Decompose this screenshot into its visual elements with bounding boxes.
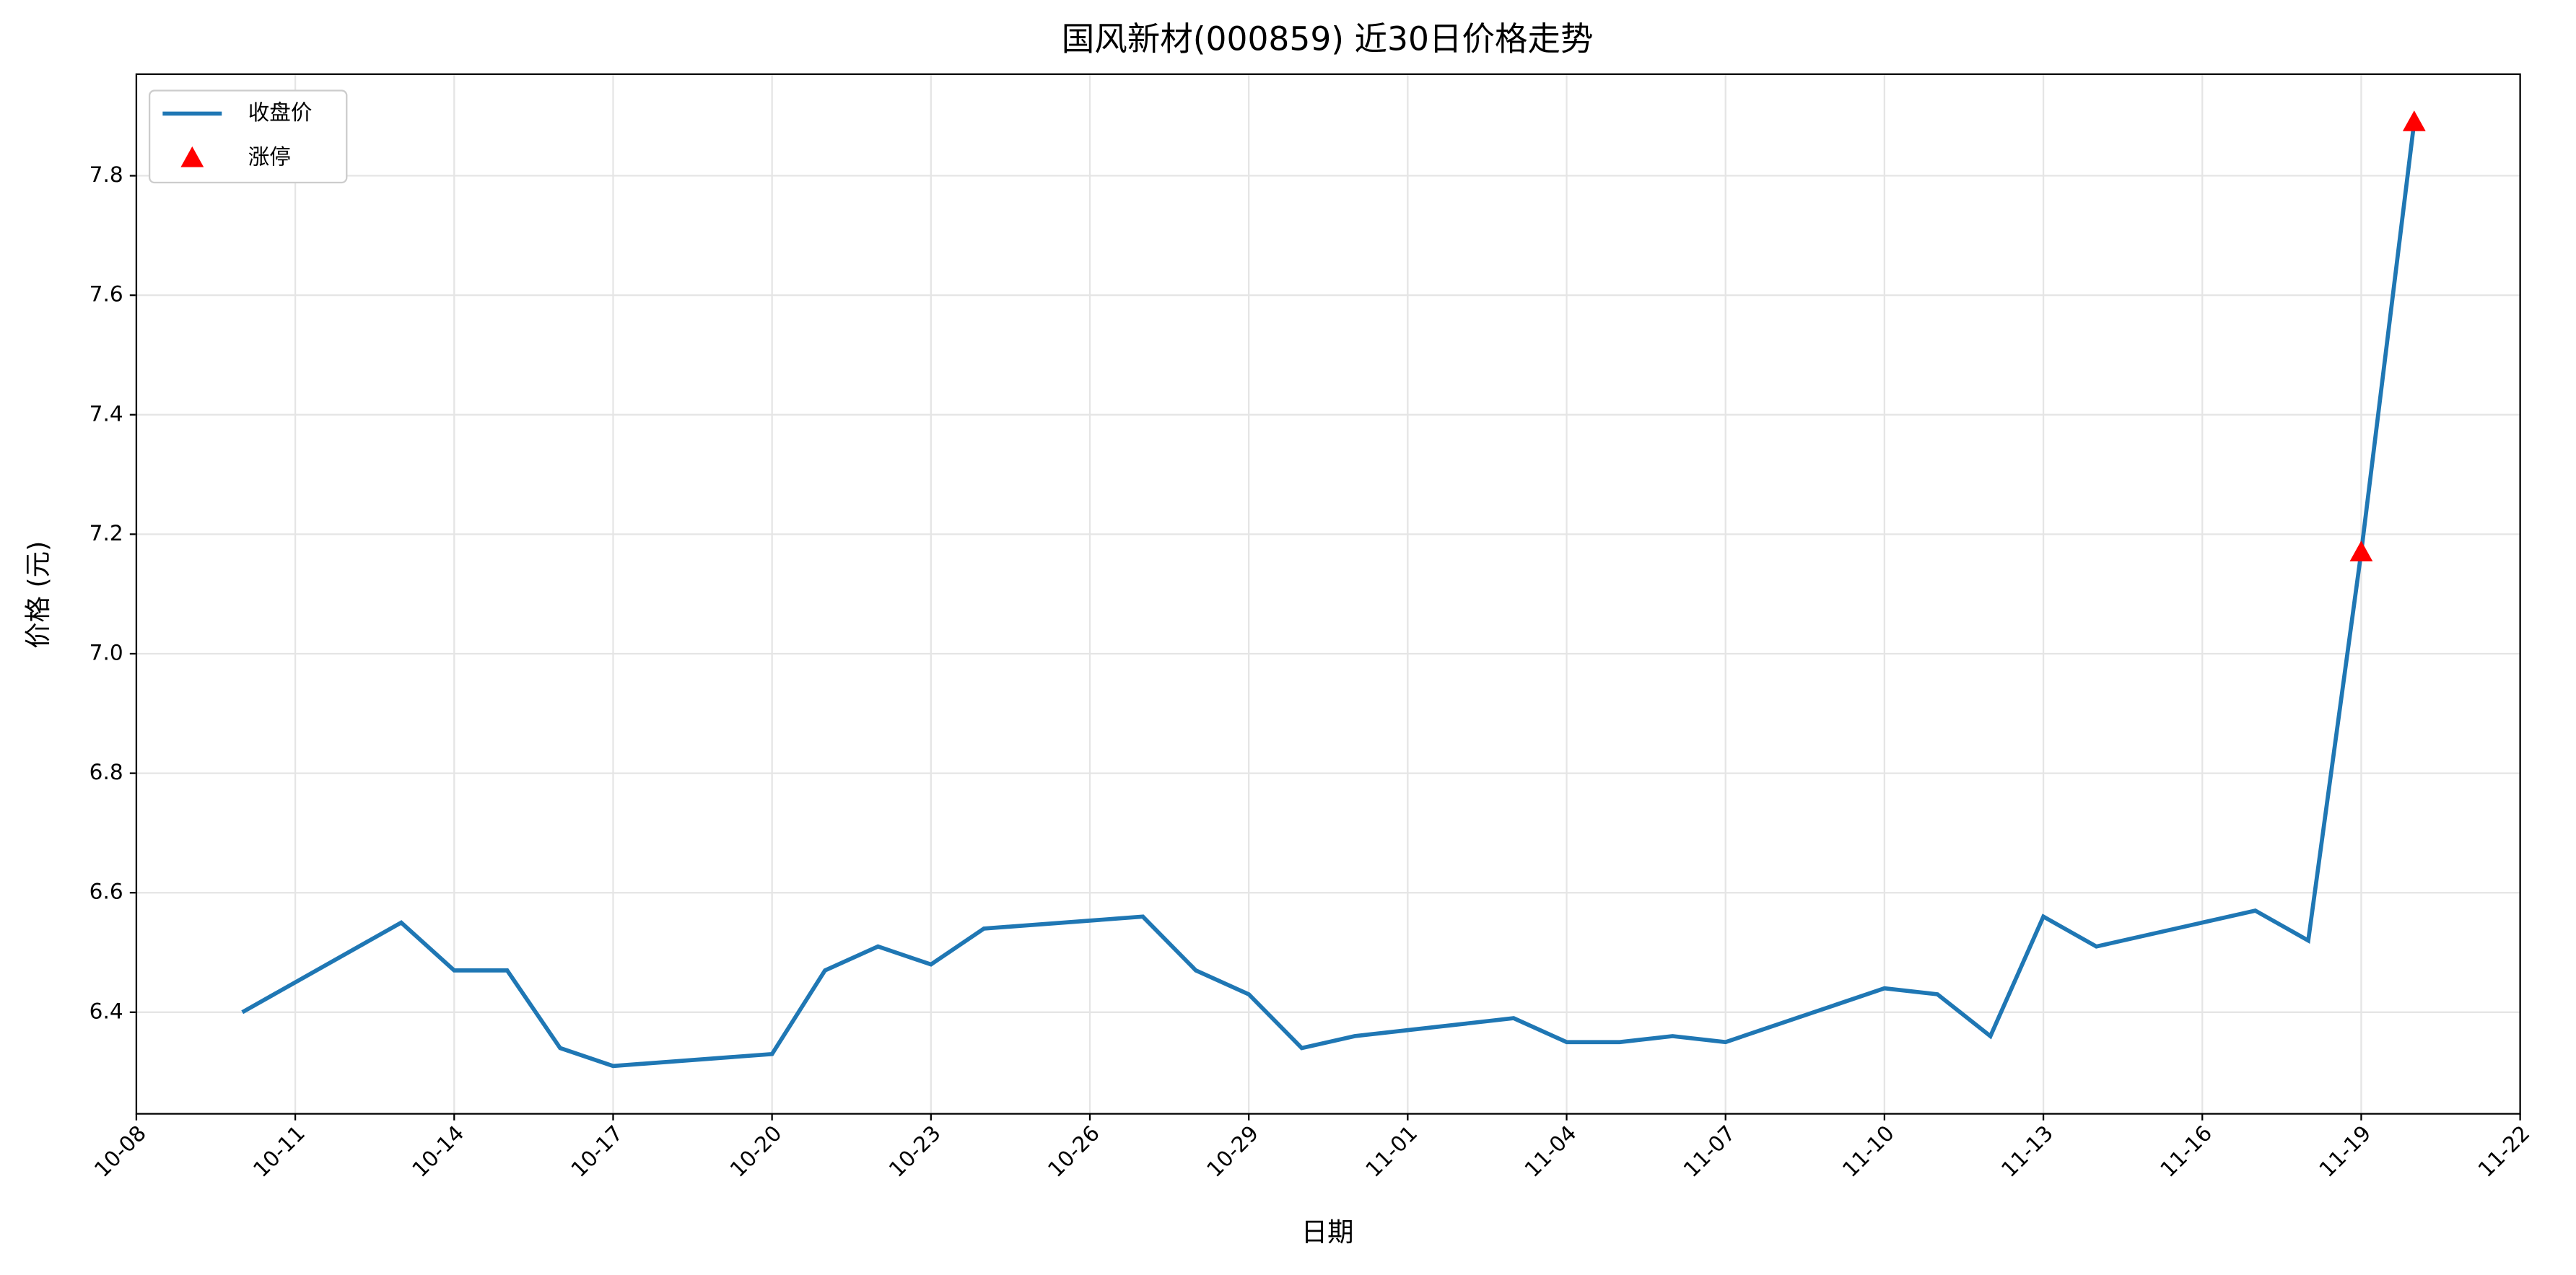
y-tick-label: 7.0 xyxy=(89,640,123,665)
legend-label: 收盘价 xyxy=(248,100,313,125)
x-axis-label: 日期 xyxy=(1301,1217,1354,1248)
plot-frame xyxy=(135,73,2521,1115)
y-tick-label: 6.6 xyxy=(89,880,123,904)
y-tick-label: 7.6 xyxy=(89,282,123,307)
limit-up-marker xyxy=(2349,540,2373,561)
chart-title: 国风新材(000859) 近30日价格走势 xyxy=(1062,20,1594,58)
y-tick-label: 6.4 xyxy=(89,999,123,1023)
y-tick-label: 7.4 xyxy=(89,401,123,426)
price-line xyxy=(241,121,2416,1069)
y-tick-label: 7.8 xyxy=(89,162,123,187)
limit-up-marker xyxy=(2402,110,2426,131)
y-tick-label: 6.8 xyxy=(89,760,123,784)
legend-marker xyxy=(180,146,204,167)
legend-label: 涨停 xyxy=(248,144,291,169)
y-tick-label: 7.2 xyxy=(89,521,123,546)
y-axis-label: 价格 (元) xyxy=(22,541,53,649)
